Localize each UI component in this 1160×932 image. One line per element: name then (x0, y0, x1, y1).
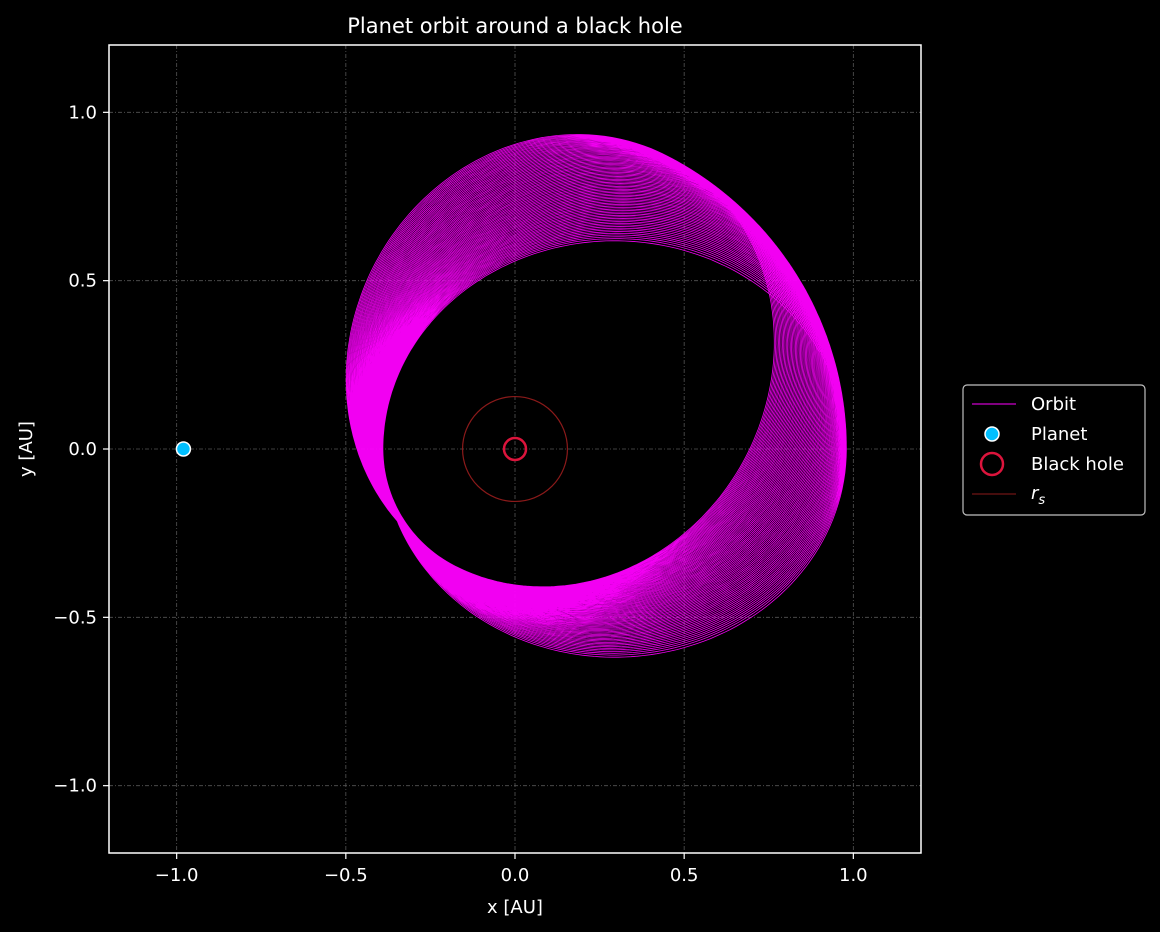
black-hole-marker (502, 436, 528, 462)
y-tick-label: 0.0 (68, 439, 97, 460)
legend: Orbit Planet Black hole rs (962, 384, 1146, 516)
legend-label-rs: rs (1031, 483, 1045, 508)
schwarzschild-radius-circle (461, 395, 569, 503)
x-tick-label: 1.0 (839, 865, 868, 886)
legend-box (962, 384, 1146, 516)
x-axis-label: x [AU] (487, 897, 543, 918)
y-axis-label: y [AU] (16, 421, 37, 477)
legend-label-planet: Planet (1031, 424, 1087, 445)
legend-label-orbit: Orbit (1031, 394, 1076, 415)
x-tick-label: −0.5 (324, 865, 368, 886)
orbit-trajectory (345, 134, 847, 658)
y-axis-ticks: −1.0 −0.5 0.0 0.5 1.0 (53, 102, 109, 797)
x-tick-label: 0.5 (670, 865, 699, 886)
legend-label-rs-main: r (1031, 483, 1040, 504)
legend-planet-marker (984, 426, 1000, 442)
x-tick-label: −1.0 (155, 865, 199, 886)
planet-marker (175, 441, 192, 457)
legend-label-black-hole: Black hole (1031, 454, 1124, 475)
y-tick-label: 0.5 (68, 271, 97, 292)
y-tick-label: −1.0 (53, 776, 97, 797)
y-tick-label: 1.0 (68, 102, 97, 123)
x-axis-ticks: −1.0 −0.5 0.0 0.5 1.0 (155, 853, 868, 886)
legend-black-hole-marker (979, 451, 1005, 477)
chart-title: Planet orbit around a black hole (347, 14, 682, 38)
x-tick-label: 0.0 (501, 865, 530, 886)
grid-lines (109, 45, 921, 853)
legend-label-rs-sub: s (1038, 493, 1045, 508)
y-tick-label: −0.5 (53, 607, 97, 628)
plot-area (175, 134, 847, 658)
